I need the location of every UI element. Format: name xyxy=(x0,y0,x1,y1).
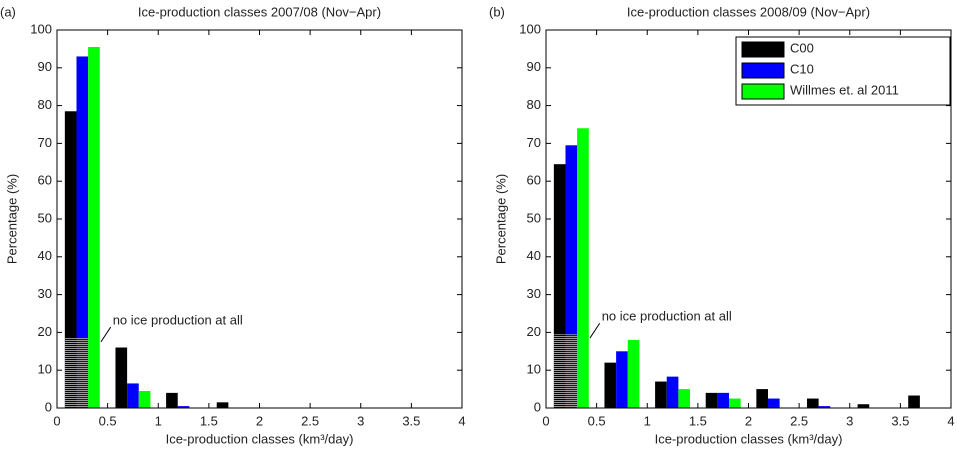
legend: C00 C10 Willmes et. al 2011 xyxy=(735,36,951,106)
bar xyxy=(806,398,819,408)
y-tick-label: 90 xyxy=(38,59,52,74)
y-tick-label: 0 xyxy=(45,399,52,414)
bar xyxy=(818,406,831,408)
x-tick-label: 4 xyxy=(947,413,954,428)
y-tick-label: 20 xyxy=(38,324,52,339)
y-tick-label: 50 xyxy=(38,210,52,225)
x-tick-label: 0 xyxy=(53,413,60,428)
bar xyxy=(729,398,741,408)
x-tick-label: 3 xyxy=(357,413,364,428)
x-tick-label: 0.5 xyxy=(99,413,117,428)
chart-title: Ice-production classes 2007/08 (Nov−Apr) xyxy=(138,4,381,19)
bar xyxy=(627,339,640,408)
y-axis-label: Percentage (%) xyxy=(4,174,19,264)
legend-label: Willmes et. al 2011 xyxy=(790,82,899,97)
bar xyxy=(565,145,578,409)
bar xyxy=(553,164,566,408)
x-tick-label: 2.5 xyxy=(790,413,808,428)
bar xyxy=(64,111,77,409)
bar xyxy=(678,389,691,408)
bar xyxy=(666,376,679,408)
panel-label: (b) xyxy=(489,4,505,19)
bar xyxy=(857,404,870,408)
y-tick-label: 80 xyxy=(527,97,541,112)
x-tick-label: 1.5 xyxy=(689,413,707,428)
bar xyxy=(705,392,718,408)
y-tick-label: 60 xyxy=(527,173,541,188)
bar xyxy=(767,398,780,408)
annotation-line xyxy=(589,323,601,339)
y-tick-label: 30 xyxy=(527,286,541,301)
x-tick-label: 4 xyxy=(458,413,465,428)
bar xyxy=(616,351,628,408)
y-tick-label: 80 xyxy=(38,97,52,112)
y-tick-label: 70 xyxy=(38,135,52,150)
x-tick-label: 3 xyxy=(846,413,853,428)
y-tick-label: 90 xyxy=(527,59,541,74)
no-ice-hatch xyxy=(553,334,578,408)
bar xyxy=(88,47,100,408)
y-tick-label: 100 xyxy=(30,21,52,36)
y-tick-label: 10 xyxy=(527,362,541,377)
x-tick-label: 3.5 xyxy=(402,413,420,428)
x-tick-label: 2.5 xyxy=(301,413,319,428)
y-tick-label: 40 xyxy=(527,248,541,263)
legend-label: C10 xyxy=(790,61,814,76)
bar xyxy=(138,390,151,408)
annotation: no ice production at all xyxy=(602,309,732,324)
x-tick-label: 3.5 xyxy=(891,413,909,428)
bar xyxy=(76,56,89,409)
y-tick-label: 70 xyxy=(527,135,541,150)
panel: (a) Ice-production classes 2007/08 (Nov−A… xyxy=(0,4,466,446)
x-tick-label: 2 xyxy=(256,413,263,428)
y-tick-label: 10 xyxy=(38,362,52,377)
bar xyxy=(655,381,667,408)
x-tick-label: 0.5 xyxy=(588,413,606,428)
y-tick-label: 100 xyxy=(519,21,541,36)
y-tick-label: 30 xyxy=(38,286,52,301)
x-tick-label: 1 xyxy=(155,413,162,428)
bar xyxy=(577,128,589,408)
y-tick-label: 0 xyxy=(534,399,541,414)
x-axis-label: Ice-production classes (km³/day) xyxy=(166,431,354,446)
x-tick-label: 1 xyxy=(644,413,651,428)
y-axis-label: Percentage (%) xyxy=(493,174,508,264)
panel-label: (a) xyxy=(0,4,16,19)
bar xyxy=(604,362,617,408)
y-tick-label: 40 xyxy=(38,248,52,263)
legend-swatch xyxy=(741,41,785,58)
y-tick-label: 60 xyxy=(38,173,52,188)
bar xyxy=(756,389,768,408)
bar xyxy=(717,392,730,408)
bar xyxy=(177,406,190,408)
x-tick-label: 0 xyxy=(542,413,549,428)
legend-swatch xyxy=(741,83,785,100)
chart-title: Ice-production classes 2008/09 (Nov−Apr) xyxy=(627,4,870,19)
legend-swatch xyxy=(741,62,785,79)
annotation: no ice production at all xyxy=(113,312,243,327)
x-tick-label: 2 xyxy=(745,413,752,428)
bar xyxy=(166,392,178,408)
panel: (b) Ice-production classes 2008/09 (Nov−A… xyxy=(489,4,955,446)
bar xyxy=(908,395,920,408)
x-axis-label: Ice-production classes (km³/day) xyxy=(655,431,843,446)
x-tick-label: 1.5 xyxy=(200,413,218,428)
legend-label: C00 xyxy=(790,40,814,55)
bar xyxy=(127,383,139,408)
bar xyxy=(115,347,128,408)
y-tick-label: 20 xyxy=(527,324,541,339)
no-ice-hatch xyxy=(64,338,89,408)
y-tick-label: 50 xyxy=(527,210,541,225)
annotation-line xyxy=(100,326,112,343)
bar xyxy=(216,402,229,408)
